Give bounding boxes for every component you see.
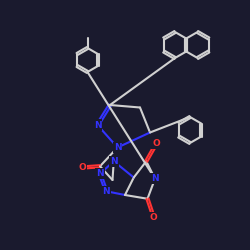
- Text: N: N: [110, 157, 118, 166]
- Text: N: N: [114, 143, 121, 152]
- Text: N: N: [151, 174, 159, 183]
- Text: O: O: [78, 163, 86, 172]
- Text: O: O: [150, 213, 158, 222]
- Text: N: N: [96, 169, 104, 178]
- Text: O: O: [152, 139, 160, 148]
- Text: N: N: [94, 120, 101, 130]
- Text: N: N: [102, 187, 110, 196]
